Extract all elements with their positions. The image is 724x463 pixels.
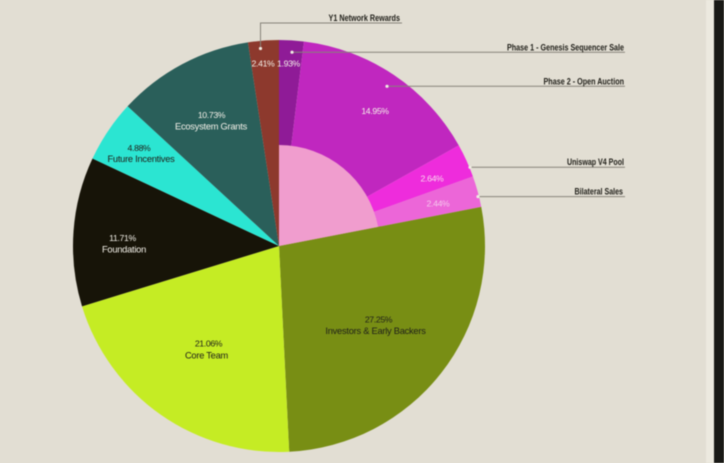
svg-text:2.41%: 2.41% (252, 59, 276, 69)
svg-text:Phase 1 - Genesis Sequencer Sa: Phase 1 - Genesis Sequencer Sale (507, 43, 624, 53)
svg-text:Core Team: Core Team (185, 351, 229, 361)
svg-text:Uniswap V4 Pool: Uniswap V4 Pool (567, 157, 624, 167)
svg-text:Bilateral Sales: Bilateral Sales (575, 186, 624, 196)
svg-text:2.44%: 2.44% (427, 199, 451, 209)
svg-text:Future Incentives: Future Incentives (107, 154, 175, 164)
svg-text:10.73%: 10.73% (198, 110, 226, 120)
svg-text:2.64%: 2.64% (421, 174, 445, 184)
svg-text:Ecosystem Grants: Ecosystem Grants (175, 122, 248, 132)
svg-text:Foundation: Foundation (102, 245, 146, 255)
svg-text:21.06%: 21.06% (195, 339, 223, 349)
svg-text:1.93%: 1.93% (277, 59, 301, 69)
svg-text:Phase 2 - Open Auction: Phase 2 - Open Auction (544, 77, 625, 87)
svg-text:14.95%: 14.95% (361, 106, 389, 116)
svg-text:Investors & Early Backers: Investors & Early Backers (325, 326, 426, 336)
svg-text:11.71%: 11.71% (109, 233, 136, 243)
svg-text:27.25%: 27.25% (365, 315, 393, 325)
svg-text:Y1 Network Rewards: Y1 Network Rewards (329, 13, 401, 23)
svg-text:4.88%: 4.88% (128, 143, 152, 153)
